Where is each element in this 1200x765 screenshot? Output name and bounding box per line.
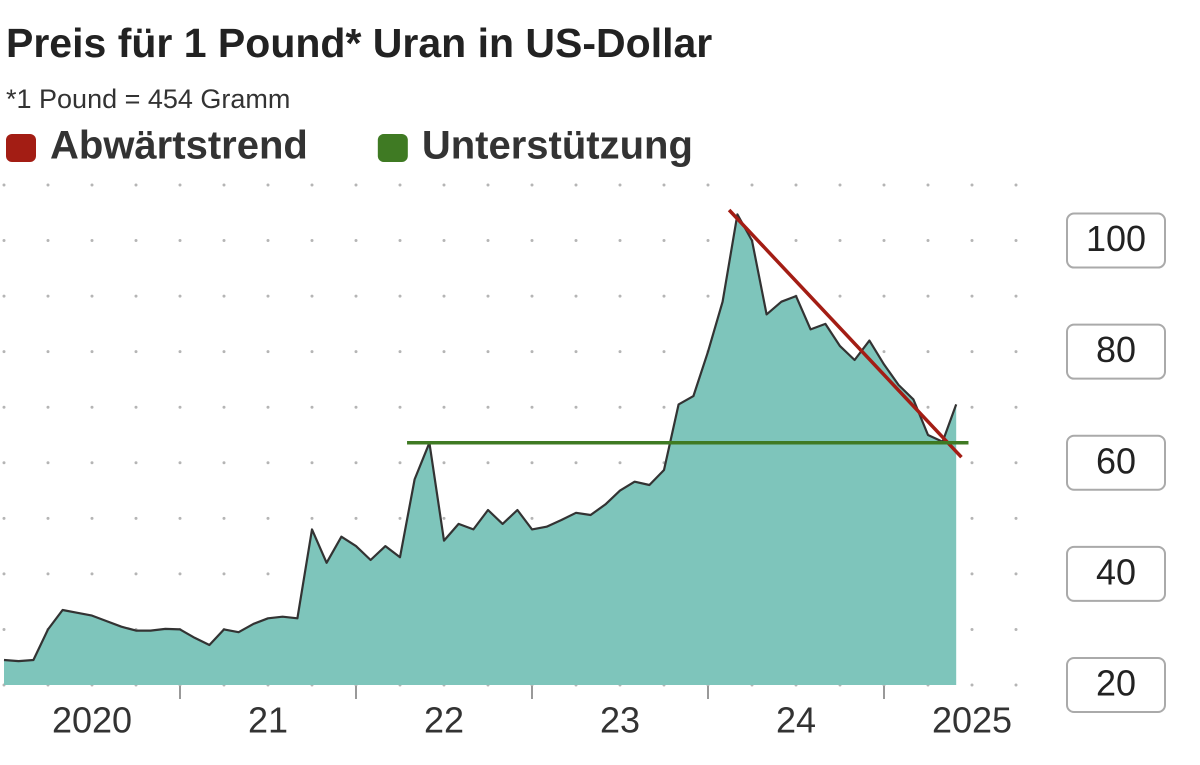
x-tick-label: 21 [248, 700, 288, 741]
legend: Abwärtstrend Unterstützung [6, 124, 693, 168]
y-tick-box [1066, 434, 1166, 491]
trend-line [727, 208, 963, 459]
y-tick-label: 60 [1096, 440, 1136, 481]
x-tick-label: 24 [776, 700, 816, 741]
y-tick-box [1066, 657, 1166, 713]
line [3, 213, 958, 663]
chart-title: Preis für 1 Pound* Uran in US-Dollar [6, 20, 712, 66]
x-tick-label: 22 [424, 700, 464, 741]
y-tick-box [1066, 323, 1166, 380]
y-tick-box [1066, 212, 1166, 269]
chart-subtitle: *1 Pound = 454 Gramm [6, 84, 290, 114]
y-tick-box [1066, 545, 1166, 602]
y-tick-label: 80 [1096, 329, 1136, 370]
area [4, 214, 957, 685]
legend-swatch [377, 134, 408, 162]
legend-label: Unterstützung [422, 124, 693, 168]
plot [3, 208, 969, 685]
legend-label: Abwärtstrend [50, 124, 308, 168]
x-tick-label: 2020 [52, 700, 132, 741]
x-tick-label: 23 [600, 700, 640, 741]
x-tick-label: 2025 [932, 700, 1012, 741]
axes: 20 40 60 80 100 2020 21 22 23 24 2025 [52, 212, 1166, 741]
y-tick-label: 20 [1096, 663, 1136, 704]
y-tick-label: 100 [1086, 218, 1146, 259]
y-tick-label: 40 [1096, 551, 1136, 592]
legend-swatch [6, 134, 36, 162]
